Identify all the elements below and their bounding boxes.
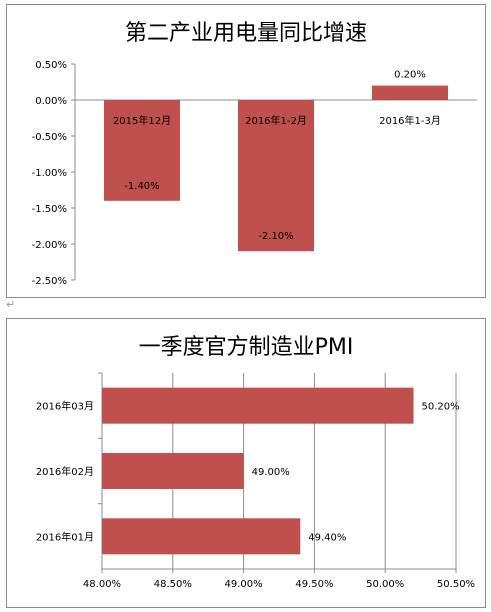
bar [104, 100, 180, 201]
data-label: 49.00% [252, 467, 290, 478]
chart-manufacturing-pmi: 48.00% 48.50% 49.00% 49.50% 50.00% 50.50% 2016… [36, 372, 475, 590]
data-label: 0.20% [394, 70, 426, 81]
category-label: 2016年01月 [36, 530, 94, 543]
x-tick-label: 50.00% [366, 579, 404, 590]
category-label: 2016年1-2月 [245, 114, 307, 127]
x-tick-label: 48.50% [154, 579, 192, 590]
y-tick-label: -0.50% [32, 132, 67, 143]
x-tick-label: 50.50% [437, 579, 475, 590]
x-tick-label: 49.00% [225, 579, 263, 590]
chart-panel-pmi: 一季度官方制造业PMI 48.00% 48.50% 49.00% 49.50% 50.0… [6, 318, 486, 608]
data-label: 49.40% [308, 532, 346, 543]
y-tick-label: -1.50% [32, 204, 67, 215]
chart-title: 一季度官方制造业PMI [138, 335, 354, 360]
chart-panel-electricity: 第二产业用电量同比增速 0.50% 0.00% -0.50% -1.00% -1.50%… [6, 4, 486, 298]
data-label: -1.40% [124, 181, 159, 192]
x-tick-label: 48.00% [83, 579, 121, 590]
y-tick-label: 0.50% [35, 60, 67, 71]
chart-electricity-growth: 0.50% 0.00% -0.50% -1.00% -1.50% -2.00% -2.50%… [32, 60, 477, 287]
bar [238, 100, 314, 252]
category-label: 2016年1-3月 [379, 114, 441, 127]
y-tick-label: -1.00% [32, 168, 67, 179]
paragraph-mark: ↵ [6, 298, 16, 311]
bar [372, 85, 448, 100]
category-label: 2016年03月 [36, 400, 94, 413]
bar [102, 453, 244, 489]
chart-title: 第二产业用电量同比增速 [124, 21, 367, 46]
category-label: 2016年02月 [36, 465, 94, 478]
bar [102, 518, 301, 555]
data-label: 50.20% [422, 402, 460, 413]
bar [102, 387, 414, 424]
y-tick-label: 0.00% [35, 96, 67, 107]
data-label: -2.10% [258, 231, 293, 242]
y-tick-label: -2.50% [32, 276, 67, 287]
category-label: 2015年12月 [113, 114, 171, 127]
x-tick-label: 49.50% [295, 579, 333, 590]
y-tick-label: -2.00% [32, 240, 67, 251]
